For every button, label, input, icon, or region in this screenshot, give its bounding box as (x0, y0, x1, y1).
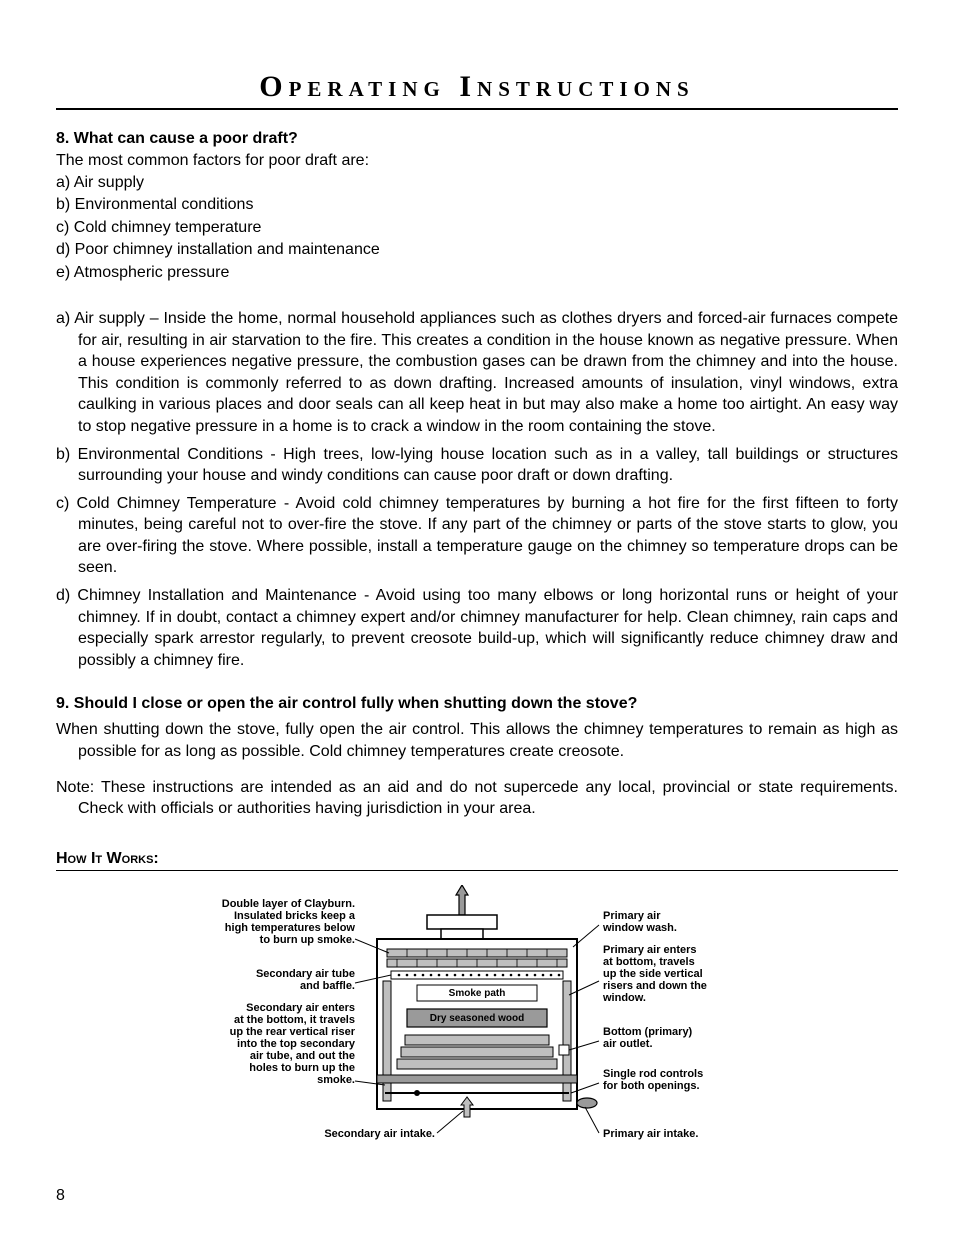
right2-l1: Primary air enters (603, 944, 697, 956)
q9-answer: When shutting down the stove, fully open… (56, 719, 898, 762)
q8-heading: 8. What can cause a poor draft? (56, 130, 898, 148)
right1-l2: window wash. (602, 922, 677, 934)
right2-l2: at bottom, travels (603, 956, 695, 968)
right1-l1: Primary air (603, 910, 661, 922)
left3-l4: into the top secondary (237, 1038, 356, 1050)
left3-l3: up the rear vertical riser (230, 1026, 356, 1038)
right2-l5: window. (602, 992, 646, 1004)
factor-d: d) Poor chimney installation and mainten… (56, 239, 898, 261)
page-number: 8 (56, 1187, 65, 1205)
left2-l2: and baffle. (300, 980, 355, 992)
right5: Primary air intake. (603, 1128, 698, 1140)
left3-l1: Secondary air enters (246, 1002, 355, 1014)
right3-l2: air outlet. (603, 1038, 653, 1050)
factor-a: a) Air supply (56, 172, 898, 194)
factor-b: b) Environmental conditions (56, 194, 898, 216)
smoke-path-label: Smoke path (449, 988, 506, 999)
q8-detail-c: c) Cold Chimney Temperature - Avoid cold… (56, 493, 898, 579)
left1-l4: to burn up smoke. (260, 934, 355, 946)
right3-l1: Bottom (primary) (603, 1026, 693, 1038)
q9-heading: 9. Should I close or open the air contro… (56, 695, 898, 713)
factor-c: c) Cold chimney temperature (56, 217, 898, 239)
left1-l3: high temperatures below (225, 922, 356, 934)
left3-l7: smoke. (317, 1074, 355, 1086)
stove-diagram: Smoke path Dry seasoned wood Double laye… (167, 885, 787, 1153)
left1-l1: Double layer of Clayburn. (222, 898, 355, 910)
q8-detail-a: a) Air supply – Inside the home, normal … (56, 308, 898, 438)
left3-l6: holes to burn up the (249, 1062, 355, 1074)
left3-l2: at the bottom, it travels (234, 1014, 355, 1026)
right2-l3: up the side vertical (603, 968, 703, 980)
left2-l1: Secondary air tube (256, 968, 355, 980)
q8-detail-d: d) Chimney Installation and Maintenance … (56, 585, 898, 671)
page-title: Operating Instructions (56, 70, 898, 110)
dry-wood-label: Dry seasoned wood (430, 1013, 524, 1024)
right4-l2: for both openings. (603, 1080, 700, 1092)
q8-factor-list: a) Air supply b) Environmental condition… (56, 172, 898, 284)
left4: Secondary air intake. (324, 1128, 435, 1140)
left3-l5: air tube, and out the (250, 1050, 355, 1062)
how-it-works-heading: How It Works: (56, 850, 898, 871)
right4-l1: Single rod controls (603, 1068, 703, 1080)
diagram-container: Smoke path Dry seasoned wood Double laye… (56, 885, 898, 1153)
q9-note: Note: These instructions are intended as… (56, 777, 898, 820)
q8-intro: The most common factors for poor draft a… (56, 152, 898, 170)
q8-detail-b: b) Environmental Conditions - High trees… (56, 444, 898, 487)
factor-e: e) Atmospheric pressure (56, 262, 898, 284)
left1-l2: Insulated bricks keep a (234, 910, 356, 922)
right2-l4: risers and down the (603, 980, 707, 992)
